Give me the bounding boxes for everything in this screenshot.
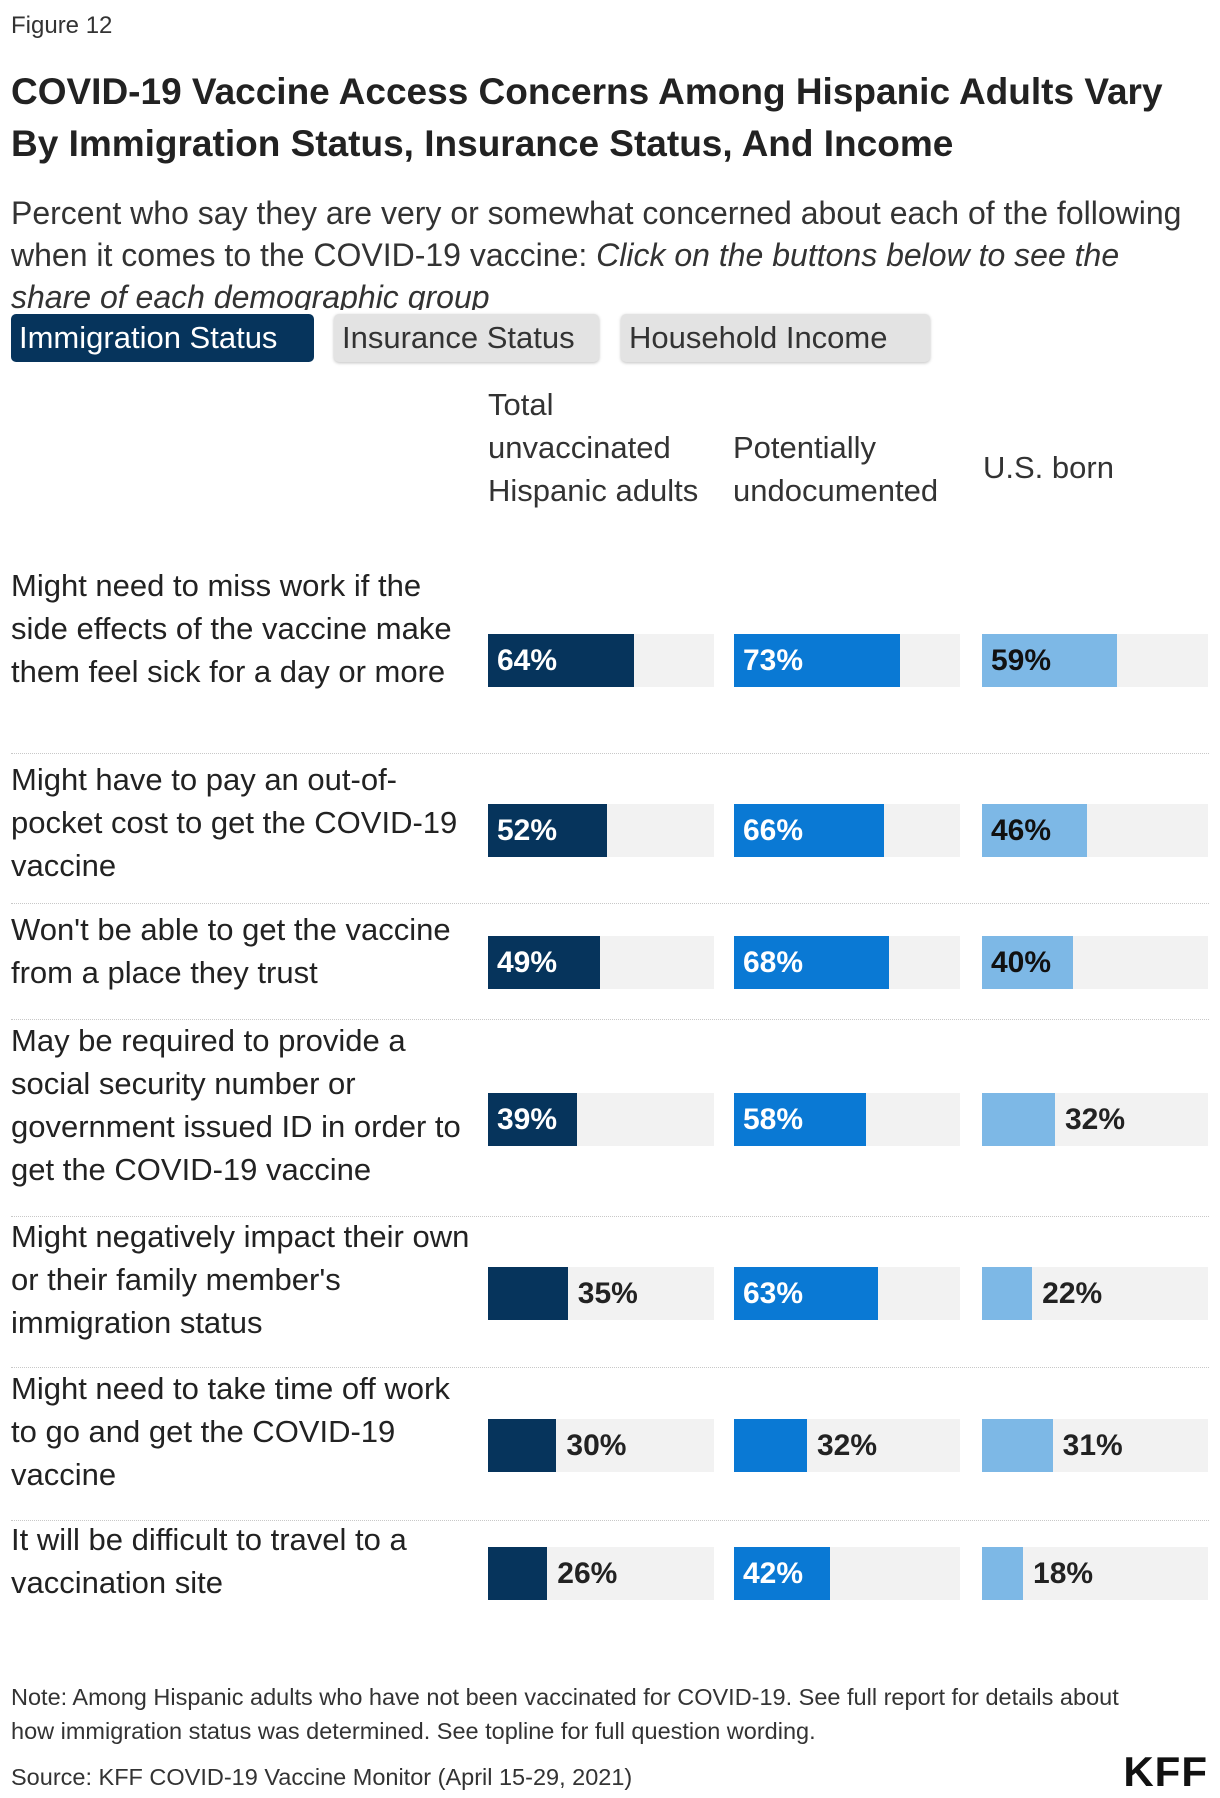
bar-track-us-born: 22% bbox=[982, 1267, 1208, 1320]
row-label: Won't be able to get the vaccine from a … bbox=[11, 912, 451, 990]
bar-track-undocumented: 63% bbox=[734, 1267, 960, 1320]
bar-track-total: 30% bbox=[488, 1419, 714, 1472]
subtitle-text: Percent who say they are very or somewha… bbox=[11, 195, 1182, 273]
value-label-total: 64% bbox=[497, 644, 558, 677]
source-note: Source: KFF COVID-19 Vaccine Monitor (Ap… bbox=[11, 1764, 633, 1790]
bar-track-total: 26% bbox=[488, 1547, 714, 1600]
figure-label: Figure 12 bbox=[11, 12, 113, 39]
value-label-total: 30% bbox=[566, 1429, 627, 1462]
value-label-total: 49% bbox=[497, 946, 558, 979]
bar-track-undocumented: 32% bbox=[734, 1419, 960, 1472]
bar-us-born bbox=[982, 1267, 1033, 1320]
row-label: Might need to take time off work to go a… bbox=[11, 1371, 450, 1492]
value-label-total: 39% bbox=[497, 1102, 558, 1136]
bar-us-born bbox=[982, 1092, 1055, 1146]
value-label-total: 26% bbox=[557, 1557, 618, 1590]
value-label-undocumented: 63% bbox=[743, 1277, 804, 1310]
row-label: It will be difficult to travel to a vacc… bbox=[11, 1522, 407, 1600]
bar-total bbox=[488, 803, 607, 857]
bar-undocumented bbox=[734, 1547, 830, 1600]
bar-us-born bbox=[982, 1419, 1053, 1472]
tab-immigration-status[interactable]: Immigration Status bbox=[11, 314, 314, 362]
value-label-us-born: 18% bbox=[1033, 1557, 1094, 1590]
bar-total bbox=[488, 1419, 557, 1472]
bar-track-undocumented: 42% bbox=[734, 1547, 960, 1600]
bar-us-born bbox=[982, 803, 1087, 857]
bar-us-born bbox=[982, 1547, 1024, 1600]
subtitle-instruction: Click on the buttons below to see the sh… bbox=[11, 237, 1120, 310]
bar-total bbox=[488, 634, 634, 687]
bar-track-us-born: 46% bbox=[982, 803, 1208, 857]
bar-total bbox=[488, 936, 600, 989]
bar-undocumented bbox=[734, 634, 901, 687]
bar-track-total: 64% bbox=[488, 634, 714, 687]
value-label-us-born: 31% bbox=[1062, 1429, 1123, 1462]
row-label: Might negatively impact their own or the… bbox=[11, 1219, 470, 1340]
bar-track-us-born: 31% bbox=[982, 1419, 1208, 1472]
row-divider bbox=[11, 1367, 1209, 1368]
row-divider bbox=[11, 1520, 1209, 1521]
bar-track-us-born: 18% bbox=[982, 1547, 1208, 1600]
bar-track-undocumented: 58% bbox=[734, 1092, 960, 1146]
bar-undocumented bbox=[734, 936, 890, 989]
value-label-undocumented: 32% bbox=[816, 1429, 877, 1462]
tab-household-income[interactable]: Household Income bbox=[621, 314, 930, 362]
value-label-us-born: 59% bbox=[991, 644, 1052, 677]
tab-insurance-status[interactable]: Insurance Status bbox=[334, 314, 599, 362]
row-label: Might have to pay an out-of-pocket cost … bbox=[11, 762, 458, 883]
bar-total bbox=[488, 1092, 577, 1146]
value-label-undocumented: 68% bbox=[743, 946, 804, 979]
row-divider bbox=[11, 1216, 1209, 1217]
value-label-total: 35% bbox=[577, 1277, 638, 1310]
chart-subtitle: Percent who say they are very or somewha… bbox=[11, 192, 1201, 310]
bar-track-us-born: 59% bbox=[982, 634, 1208, 687]
column-header-total: Total unvaccinated Hispanic adults bbox=[488, 387, 699, 508]
bar-undocumented bbox=[734, 803, 885, 857]
bar-track-undocumented: 66% bbox=[734, 803, 960, 857]
value-label-us-born: 32% bbox=[1064, 1102, 1125, 1136]
row-divider bbox=[11, 903, 1209, 904]
value-label-us-born: 40% bbox=[991, 946, 1052, 979]
bar-us-born bbox=[982, 634, 1117, 687]
value-label-us-born: 46% bbox=[991, 813, 1052, 847]
bar-undocumented bbox=[734, 1419, 807, 1472]
value-label-undocumented: 73% bbox=[743, 644, 804, 677]
bar-track-total: 49% bbox=[488, 936, 714, 989]
row-divider bbox=[11, 753, 1209, 754]
kff-logo: KFF bbox=[1123, 1748, 1208, 1795]
bar-total bbox=[488, 1267, 568, 1320]
bar-us-born bbox=[982, 936, 1074, 989]
column-header-undocumented: Potentially undocumented bbox=[733, 430, 939, 508]
value-label-undocumented: 42% bbox=[743, 1557, 804, 1590]
column-header-us-born: U.S. born bbox=[983, 450, 1114, 485]
value-label-undocumented: 66% bbox=[743, 813, 804, 847]
bar-undocumented bbox=[734, 1267, 878, 1320]
chart-title: COVID-19 Vaccine Access Concerns Among H… bbox=[11, 71, 1163, 164]
bar-track-total: 52% bbox=[488, 803, 714, 857]
value-label-total: 52% bbox=[497, 813, 558, 847]
bar-undocumented bbox=[734, 1092, 867, 1146]
row-divider bbox=[11, 1019, 1209, 1020]
bar-track-undocumented: 68% bbox=[734, 936, 960, 989]
row-label: Might need to miss work if the side effe… bbox=[11, 568, 452, 689]
value-label-us-born: 22% bbox=[1042, 1277, 1103, 1310]
row-label: May be required to provide a social secu… bbox=[11, 1023, 461, 1187]
bar-track-us-born: 40% bbox=[982, 936, 1208, 989]
bar-total bbox=[488, 1547, 548, 1600]
bar-track-undocumented: 73% bbox=[734, 634, 960, 687]
value-label-undocumented: 58% bbox=[743, 1102, 804, 1136]
bar-track-total: 35% bbox=[488, 1267, 714, 1320]
bar-track-total: 39% bbox=[488, 1092, 714, 1146]
bar-track-us-born: 32% bbox=[982, 1092, 1208, 1146]
footnote: Note: Among Hispanic adults who have not… bbox=[11, 1684, 1119, 1744]
